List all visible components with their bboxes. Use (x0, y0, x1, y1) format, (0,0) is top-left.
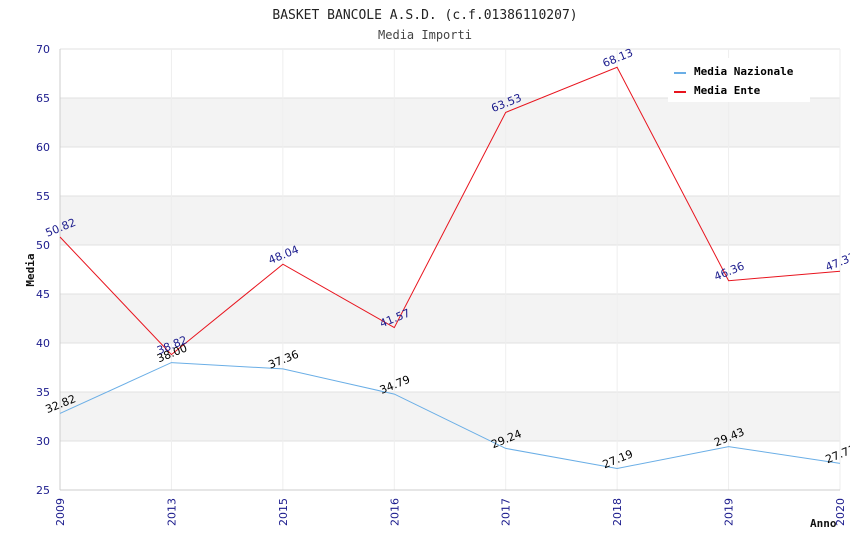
x-tick-label: 2017 (500, 498, 513, 526)
series-line-media-ente (59, 66, 841, 356)
plot-band (60, 343, 840, 392)
y-tick-label: 60 (36, 141, 50, 154)
x-axis-label: Anno (810, 517, 837, 530)
x-tick-label: 2013 (165, 498, 178, 526)
series-line-media-nazionale (59, 362, 841, 470)
legend-box (668, 58, 810, 102)
series-lines (59, 66, 841, 470)
chart-subtitle: Media Importi (378, 28, 472, 42)
legend-label-media-nazionale: Media Nazionale (694, 65, 794, 78)
y-tick-label: 70 (36, 43, 50, 56)
plot-band (60, 98, 840, 147)
y-tick-label: 30 (36, 435, 50, 448)
legend: Media Nazionale Media Ente (668, 58, 810, 102)
x-tick-label: 2020 (834, 498, 847, 526)
x-tick-labels: 2009 2013 2015 2016 2017 2018 2019 2020 (54, 498, 847, 526)
plot-bands (60, 49, 840, 490)
x-tick-label: 2015 (277, 498, 290, 526)
x-tick-label: 2009 (54, 498, 67, 526)
x-tick-label: 2019 (723, 498, 736, 526)
y-tick-label: 65 (36, 92, 50, 105)
plot-band (60, 392, 840, 441)
plot-band (60, 147, 840, 196)
y-tick-label: 25 (36, 484, 50, 497)
y-axis-label: Media (24, 253, 37, 286)
y-tick-label: 45 (36, 288, 50, 301)
plot-band (60, 245, 840, 294)
plot-band (60, 294, 840, 343)
y-tick-labels: 25 30 35 40 45 50 55 60 65 70 (36, 43, 50, 497)
chart-title: BASKET BANCOLE A.S.D. (c.f.01386110207) (272, 8, 577, 23)
y-tick-label: 55 (36, 190, 50, 203)
y-tick-label: 40 (36, 337, 50, 350)
x-tick-label: 2016 (388, 498, 401, 526)
x-tick-label: 2018 (611, 498, 624, 526)
legend-label-media-ente: Media Ente (694, 84, 761, 97)
y-tick-label: 50 (36, 239, 50, 252)
y-tick-label: 35 (36, 386, 50, 399)
plot-band (60, 441, 840, 490)
